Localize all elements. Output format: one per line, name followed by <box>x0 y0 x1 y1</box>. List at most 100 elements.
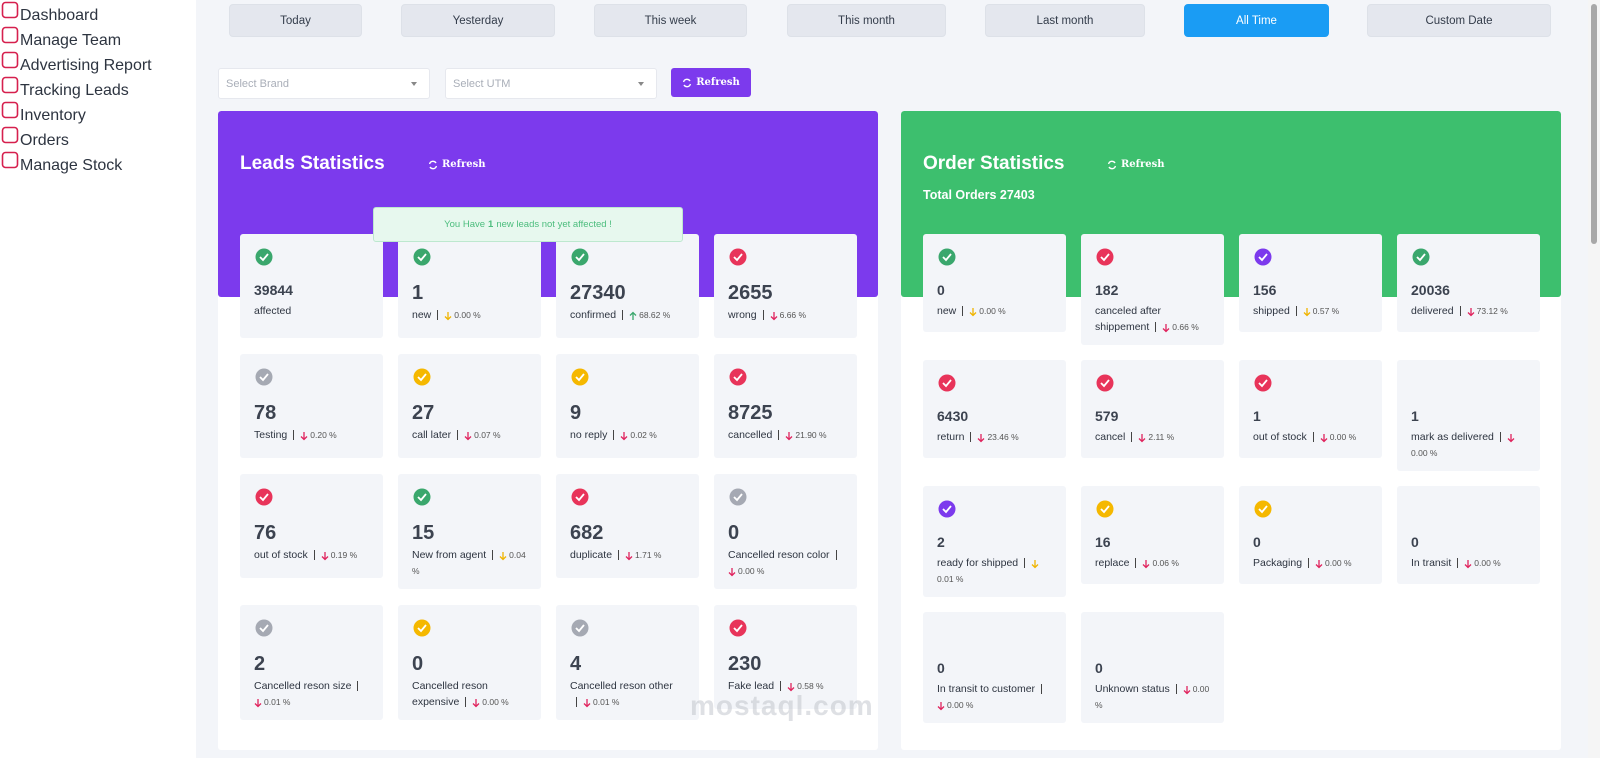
stat-card: 0 Cancelled reson color 0.00 % <box>714 474 857 589</box>
date-button[interactable]: Yesterday <box>401 4 555 37</box>
change-value: 0.01 % <box>937 574 964 584</box>
stat-icon <box>1253 498 1368 522</box>
stat-value: 1 <box>1253 408 1261 424</box>
separator <box>618 550 620 561</box>
stat-label: return <box>937 431 965 443</box>
label: Refresh <box>1121 159 1165 170</box>
stat-label-row: wrong 6.66 % <box>728 307 843 323</box>
icon <box>571 488 589 506</box>
stat-label: Cancelled reson expensive <box>412 680 488 708</box>
placeholder: Select Brand <box>226 77 289 90</box>
stat-label: cancel <box>1095 431 1126 443</box>
trend-arrow <box>620 431 628 441</box>
stat-card: 78 Testing 0.20 % <box>240 354 383 458</box>
date-button[interactable]: Custom Date <box>1367 4 1551 37</box>
nav-label: Dashboard <box>20 7 99 24</box>
stat-label: out of stock <box>1253 431 1307 443</box>
trend-arrow <box>785 431 793 441</box>
stat-label: Unknown status <box>1095 683 1170 695</box>
stat-card: 1 out of stock 0.00 % <box>1239 360 1382 458</box>
date-button[interactable]: This month <box>787 4 946 37</box>
date-button[interactable]: All Time <box>1184 4 1329 37</box>
stat-label-row: shipped 0.57 % <box>1253 303 1368 319</box>
stat-label: canceled after shippement <box>1095 305 1161 333</box>
nav-icon <box>1 76 19 94</box>
nav-label: Manage Stock <box>20 157 123 174</box>
icon <box>938 248 956 266</box>
refresh-button[interactable]: Refresh <box>671 68 751 97</box>
nav-item[interactable]: Orders <box>0 125 196 150</box>
trend-arrow <box>1162 323 1170 333</box>
date-button[interactable]: This week <box>594 4 747 37</box>
icon <box>413 368 431 386</box>
stat-card: 0 Unknown status 0.00 % <box>1081 612 1224 723</box>
notice-text: new leads not yet affected ! <box>496 219 612 230</box>
icon <box>255 368 273 386</box>
notice-text: You Have <box>444 219 486 230</box>
stat-value: 0 <box>937 660 945 676</box>
stat-change: 0.01 % <box>254 697 290 708</box>
panel-refresh[interactable]: Refresh <box>428 159 486 170</box>
stat-label-row: Testing 0.20 % <box>254 427 369 443</box>
panel-refresh[interactable]: Refresh <box>1107 159 1165 170</box>
stat-value: 0 <box>728 522 740 544</box>
stat-icon <box>412 617 527 641</box>
change-value: 1.71 % <box>635 550 662 560</box>
utm-select[interactable]: Select UTM <box>445 68 657 99</box>
total-orders: Total Orders 27403 <box>923 188 1035 202</box>
trend-arrow <box>1031 559 1039 569</box>
nav-label: Advertising Report <box>20 57 152 74</box>
stat-value: 20036 <box>1411 282 1450 298</box>
stat-label-row: mark as delivered 0.00 % <box>1411 429 1526 461</box>
separator <box>465 697 467 708</box>
stat-card: 9 no reply 0.02 % <box>556 354 699 458</box>
label: Custom Date <box>1425 14 1493 27</box>
change-value: 0.00 % <box>1095 684 1210 710</box>
stat-card: 8725 cancelled 21.90 % <box>714 354 857 458</box>
stat-icon <box>1411 372 1526 396</box>
date-button[interactable]: Today <box>229 4 362 37</box>
stat-card: 4 Cancelled reson other 0.01 % <box>556 605 699 720</box>
icon <box>571 619 589 637</box>
nav-item[interactable]: Dashboard <box>0 0 196 25</box>
trend-arrow <box>300 431 308 441</box>
separator <box>622 310 624 321</box>
nav-item[interactable]: Tracking Leads <box>0 75 196 100</box>
stat-card: 76 out of stock 0.19 % <box>240 474 383 578</box>
scroll-thumb[interactable] <box>1591 4 1597 244</box>
change-value: 0.00 % <box>1325 558 1352 568</box>
change-value: 73.12 % <box>1476 306 1508 316</box>
stat-label: In transit to customer <box>937 683 1036 695</box>
stat-label-row: canceled after shippement 0.66 % <box>1095 303 1210 335</box>
stat-change: 0.00 % <box>1411 432 1517 458</box>
icon <box>1254 374 1272 392</box>
brand-select[interactable]: Select Brand <box>218 68 430 99</box>
nav-item[interactable]: Inventory <box>0 100 196 125</box>
stat-card: 156 shipped 0.57 % <box>1239 234 1382 332</box>
stat-label-row: Unknown status 0.00 % <box>1095 681 1210 713</box>
nav-item[interactable]: Manage Team <box>0 25 196 50</box>
trend-arrow <box>770 311 778 321</box>
stat-value: 9 <box>570 402 582 424</box>
stat-label: Fake lead <box>728 680 775 692</box>
stat-card: 27340 confirmed 68.62 % <box>556 234 699 338</box>
date-button[interactable]: Last month <box>985 4 1145 37</box>
trend-arrow <box>1467 307 1475 317</box>
stat-change: 0.20 % <box>300 430 337 441</box>
stat-change: 0.02 % <box>620 430 657 441</box>
nav-item[interactable]: Advertising Report <box>0 50 196 75</box>
stat-icon <box>1411 498 1526 522</box>
stat-icon <box>412 246 527 270</box>
stat-label-row: In transit 0.00 % <box>1411 555 1526 571</box>
change-value: 0.00 % <box>947 700 974 710</box>
stat-value: 579 <box>1095 408 1119 424</box>
nav-item[interactable]: Manage Stock <box>0 150 196 175</box>
stat-icon <box>728 486 843 510</box>
change-value: 2.11 % <box>1148 432 1175 442</box>
stat-icon <box>937 624 1052 648</box>
scrollbar[interactable] <box>1588 0 1600 758</box>
stat-icon <box>1095 372 1210 396</box>
separator <box>1499 432 1501 443</box>
change-value: 0.57 % <box>1312 306 1340 316</box>
icon <box>413 488 431 506</box>
